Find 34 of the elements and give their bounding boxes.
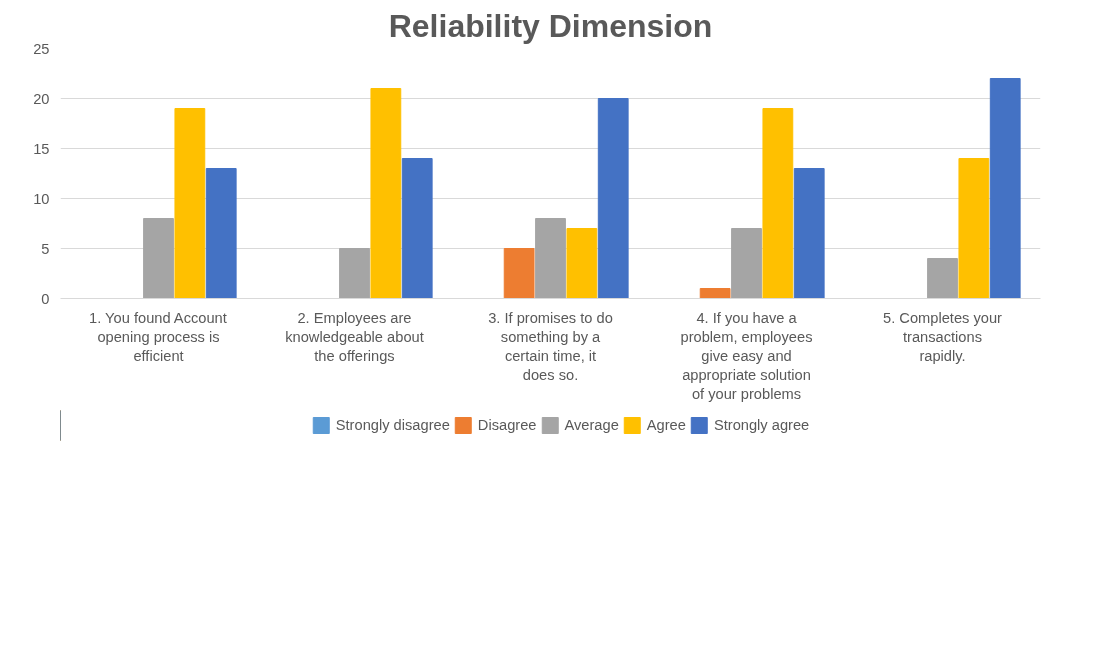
legend-label: Average [564, 417, 619, 433]
bar [699, 288, 731, 299]
x-tick-label: 2. Employees are knowledgeable about the offerings [285, 309, 424, 364]
bar [503, 248, 535, 299]
y-tick-label: 25 [33, 40, 50, 57]
bar [339, 248, 370, 299]
bar [597, 98, 629, 299]
bar [174, 108, 206, 299]
bar [370, 88, 402, 299]
y-tick-label: 5 [41, 240, 50, 257]
x-tick-label: 1. You found Account opening process is efficient [89, 309, 227, 364]
legend-label: Strongly agree [713, 417, 810, 433]
bar [958, 158, 990, 299]
x-tick-label: 4. If you have a problem, employees give easy and appropriate solution of your problems [680, 309, 813, 403]
bar [205, 168, 237, 299]
legend-label: Agree [646, 417, 686, 433]
x-tick-label: 3. If promises to do something by a certain time, it does so. [488, 309, 613, 384]
bar [143, 218, 174, 299]
y-tick-label: 0 [41, 290, 50, 307]
bar [793, 168, 825, 299]
bar [535, 218, 566, 299]
bar [566, 228, 598, 299]
bar [762, 108, 794, 299]
x-tick-label: 5. Completes your transactions rapidly. [883, 309, 1003, 364]
chart-title: Reliability Dimension [388, 7, 713, 44]
y-tick-label: 15 [33, 140, 50, 157]
legend-label: Disagree [477, 417, 537, 433]
bar [731, 228, 762, 299]
legend-label: Strongly disagree [335, 417, 450, 433]
y-tick-label: 10 [33, 190, 50, 207]
bar [927, 258, 958, 299]
bar [401, 158, 433, 299]
bar [989, 78, 1021, 299]
y-tick-label: 20 [33, 90, 50, 107]
